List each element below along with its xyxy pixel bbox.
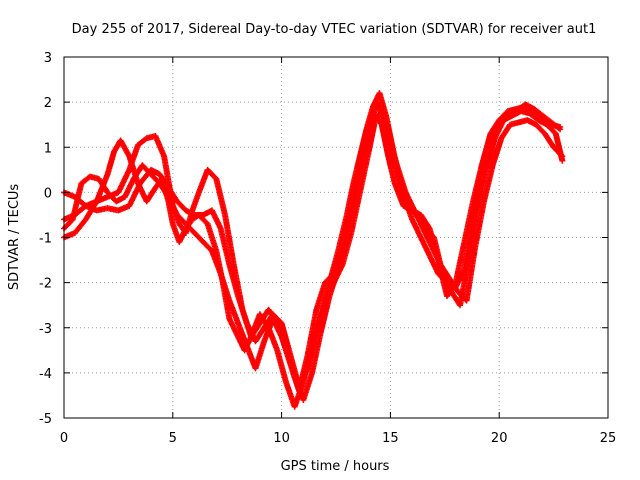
y-tick-label: -5 [39,412,52,427]
y-axis-label: SDTVAR / TECUs [7,184,22,291]
x-tick-label: 0 [60,431,68,446]
x-tick-label: 15 [382,431,399,446]
y-tick-label: 1 [44,141,52,156]
x-tick-label: 10 [273,431,290,446]
y-tick-label: -3 [39,322,52,337]
y-tick-label: -4 [39,367,52,382]
y-tick-label: 0 [44,186,52,201]
y-tick-label: 3 [44,51,52,66]
tick-layer: 0 5 10 15 20 25 -5 -4 -3 -2 -1 0 1 2 3 [39,51,616,446]
x-axis-label: GPS time / hours [281,459,390,474]
data-layer [61,90,566,410]
data-point-fill [558,152,565,159]
x-tick-label: 25 [600,431,617,446]
data-point [559,153,566,160]
x-tick-label: 5 [169,431,177,446]
y-tick-label: 2 [44,96,52,111]
y-tick-label: -1 [39,232,52,247]
data-point-fill [451,280,458,287]
x-tick-label: 20 [491,431,508,446]
chart-title: Day 255 of 2017, Sidereal Day-to-day VTE… [72,22,597,37]
series-track-d [61,103,564,394]
y-tick-label: -2 [39,277,52,292]
series-track-c [61,108,566,390]
data-point [557,123,564,130]
